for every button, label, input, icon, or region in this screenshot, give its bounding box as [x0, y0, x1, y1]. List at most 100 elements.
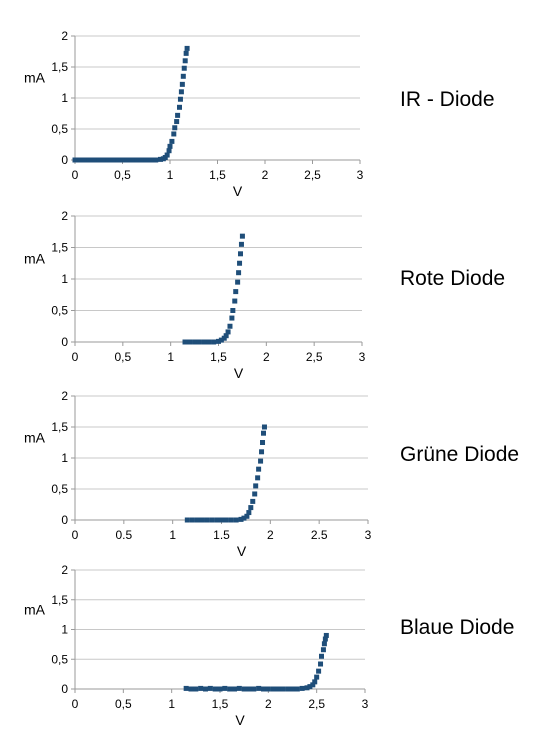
y-tick-label: 1,5 — [51, 241, 68, 255]
data-point — [246, 686, 252, 692]
data-point — [193, 686, 199, 692]
data-point — [164, 152, 170, 158]
x-tick-label: 2,5 — [308, 697, 325, 711]
data-point — [214, 517, 220, 523]
x-tick-label: 3 — [365, 528, 372, 542]
data-point — [229, 315, 235, 321]
data-point — [179, 81, 185, 87]
data-point — [167, 143, 173, 149]
chart-title: Rote Diode — [400, 267, 505, 290]
data-point — [310, 682, 316, 688]
data-point — [275, 686, 281, 692]
data-point — [232, 686, 237, 692]
data-point — [105, 157, 111, 163]
x-tick-label: 0 — [72, 168, 79, 182]
data-point — [223, 517, 229, 523]
y-tick-label: 1,5 — [51, 420, 68, 434]
x-tick-label: 1,5 — [210, 350, 227, 364]
x-tick-label: 1 — [168, 697, 175, 711]
y-tick-label: 2 — [61, 389, 68, 403]
data-point — [124, 157, 130, 163]
data-point — [171, 131, 177, 137]
data-point — [319, 653, 324, 659]
data-point — [158, 156, 163, 162]
data-point — [120, 157, 125, 163]
y-axis-label: mA — [24, 602, 46, 618]
y-axis-label: mA — [24, 430, 46, 446]
x-tick-label: 3 — [357, 168, 364, 182]
data-point — [211, 339, 217, 345]
data-point — [238, 516, 244, 522]
data-point — [294, 686, 300, 692]
x-tick-label: 2,5 — [304, 168, 321, 182]
data-point — [304, 685, 310, 691]
data-point — [255, 475, 261, 481]
y-tick-label: 0 — [61, 682, 68, 696]
x-axis-label: V — [233, 183, 243, 199]
x-tick-label: 3 — [359, 350, 366, 364]
chart-panel-1: 0 0,5 1 1,5 2 0 0,5 1 1,5 2 2,5 3 mA V IR - Diode — [24, 29, 495, 199]
data-point — [178, 89, 184, 95]
data-point — [72, 157, 78, 163]
data-point — [216, 338, 221, 344]
y-tick-label: 1 — [61, 623, 68, 637]
data-point — [182, 58, 188, 64]
data-point — [153, 157, 159, 163]
data-point — [212, 686, 218, 692]
chart-title: Grüne Diode — [400, 443, 519, 466]
x-tick-label: 2 — [265, 697, 272, 711]
x-tick-label: 0,5 — [115, 697, 132, 711]
data-point — [169, 138, 175, 144]
data-point — [256, 466, 262, 472]
x-tick-label: 1.5 — [213, 528, 230, 542]
data-point — [270, 686, 276, 692]
x-tick-label: 2 — [267, 528, 274, 542]
data-point — [227, 686, 233, 692]
data-point — [236, 685, 242, 691]
data-point — [236, 270, 242, 276]
data-point — [221, 335, 227, 341]
x-tick-label: 0.5 — [115, 528, 132, 542]
data-point — [244, 513, 250, 519]
x-tick-label: 3 — [362, 697, 369, 711]
data-point — [115, 157, 121, 163]
data-point — [184, 517, 190, 523]
data-point — [321, 641, 327, 647]
x-tick-label: 1,5 — [212, 697, 229, 711]
x-tick-label: 0 — [72, 528, 79, 542]
data-point — [256, 685, 262, 691]
data-point — [217, 686, 223, 692]
data-point — [253, 483, 259, 489]
data-point — [139, 157, 144, 163]
y-tick-label: 2 — [61, 209, 68, 223]
y-tick-label: 0,5 — [51, 122, 68, 136]
data-point — [261, 424, 267, 430]
data-point — [238, 241, 244, 247]
data-point — [299, 685, 305, 691]
data-point — [290, 686, 295, 692]
y-tick-label: 1 — [61, 91, 68, 105]
data-point — [172, 125, 178, 131]
x-tick-label: 2 — [263, 350, 270, 364]
data-point — [258, 458, 264, 464]
data-point — [237, 260, 243, 266]
data-point — [223, 333, 229, 339]
data-point — [250, 498, 256, 504]
data-point — [180, 73, 186, 79]
x-tick-label: 2.5 — [311, 528, 328, 542]
data-point — [252, 491, 258, 497]
data-point — [86, 157, 92, 163]
y-tick-label: 0 — [61, 335, 68, 349]
data-point — [181, 65, 187, 71]
data-point — [143, 157, 149, 163]
x-tick-label: 1 — [169, 528, 176, 542]
data-point — [251, 686, 257, 692]
data-point — [110, 157, 116, 163]
data-point — [235, 279, 241, 285]
data-point — [228, 517, 234, 523]
data-point — [175, 112, 181, 118]
data-point — [96, 157, 102, 163]
data-point — [241, 515, 247, 521]
data-point — [148, 157, 154, 163]
data-point — [318, 661, 324, 667]
